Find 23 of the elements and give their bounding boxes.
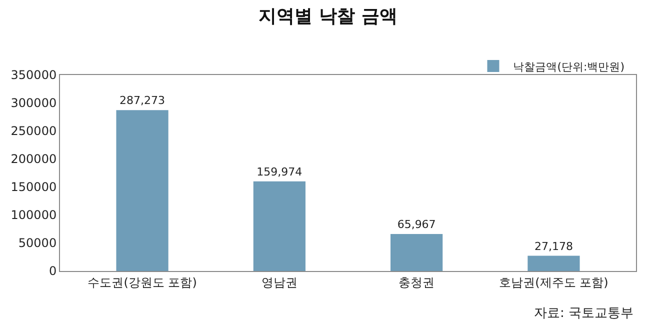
y-tick-label: 200000: [10, 152, 57, 166]
bar: [390, 234, 443, 271]
y-tick-label: 100000: [10, 208, 57, 222]
x-tick-label: 호남권(제주도 포함): [499, 275, 608, 290]
bar: [528, 256, 580, 271]
data-label: 159,974: [256, 165, 302, 178]
x-tick-label: 수도권(강원도 포함): [88, 275, 197, 290]
text: 자료: 국토교통부: [534, 306, 634, 321]
chart-title: 지역별 낙찰 금액: [258, 6, 398, 28]
y-tick-label: 300000: [10, 96, 57, 110]
data-label: 287,273: [120, 94, 166, 108]
y-tick-label: 0: [48, 264, 57, 278]
y-tick-label: 250000: [10, 124, 57, 138]
y-tick-label: 50000: [18, 236, 57, 250]
data-label: 65,967: [397, 218, 436, 232]
y-tick-label: 150000: [10, 180, 57, 194]
x-tick-label: 충청권: [398, 275, 435, 290]
data-label: 27,178: [534, 240, 573, 253]
bar: [116, 110, 168, 271]
y-tick-label: 350000: [10, 68, 57, 82]
legend-label: 낙찰금액(단위:백만원): [513, 60, 625, 74]
x-tick-label: 영남권: [261, 275, 298, 290]
bar: [253, 181, 306, 271]
